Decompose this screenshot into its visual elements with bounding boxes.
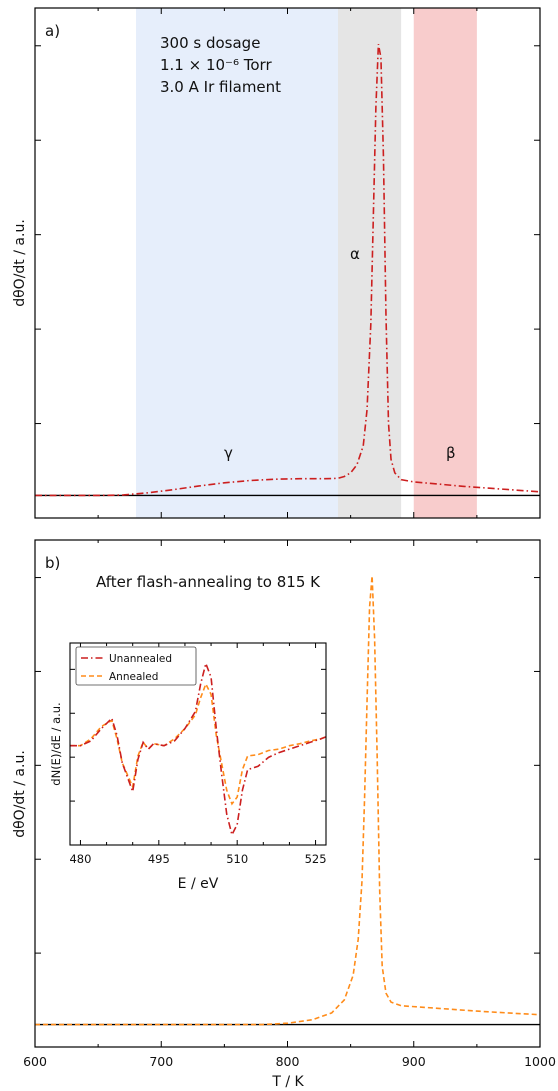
b-xtick-label: 1000: [524, 1054, 556, 1069]
b-plot-frame: [34, 539, 541, 1048]
inset-xtick-label: 495: [148, 852, 170, 866]
b-xtick-label: 800: [276, 1054, 300, 1069]
b-panel-label: b): [45, 554, 60, 572]
inset-y-ticks: [70, 668, 326, 802]
b-x-ticks: 600 700 800 900 1000: [23, 540, 556, 1069]
a-region-label-gamma: γ: [224, 444, 233, 462]
panel-a: a) 300 s dosage 1.1 × 10⁻⁶ Torr 3.0 A Ir…: [12, 7, 541, 519]
inset-plot: 480 495 510 525 Unannealed Annealed dN(E)/d…: [49, 642, 327, 892]
b-annotation-annealing: After flash-annealing to 815 K: [96, 573, 321, 591]
a-annotation-dosage: 300 s dosage: [160, 34, 260, 52]
a-y-axis-label: dθO/dt / a.u.: [12, 219, 28, 307]
inset-series-lines: [70, 660, 327, 837]
legend-label-annealed: Annealed: [109, 671, 158, 683]
a-region-1: [338, 8, 402, 518]
inset-x-ticks: 480 495 510 525: [69, 643, 327, 866]
a-region-label-alpha: α: [350, 245, 360, 263]
a-region-2: [413, 8, 477, 518]
a-panel-label: a): [45, 22, 60, 40]
inset-y-axis-label: dN(E)/dE / a.u.: [49, 702, 63, 785]
inset-legend: Unannealed Annealed: [75, 646, 197, 686]
a-series-line: [35, 43, 541, 497]
b-y-axis-label: dθO/dt / a.u.: [12, 750, 28, 838]
inset-series-0: [70, 660, 327, 837]
inset-xtick-label: 510: [226, 852, 248, 866]
b-xtick-label: 600: [23, 1054, 47, 1069]
inset-x-axis-label: E / eV: [178, 876, 219, 892]
inset-series-1: [70, 682, 327, 806]
a-highlight-regions: [136, 8, 477, 518]
a-annotation-pressure: 1.1 × 10⁻⁶ Torr: [160, 56, 272, 74]
legend-box: [75, 646, 197, 686]
b-x-axis-label: T / K: [271, 1074, 304, 1090]
a-plot-frame: [34, 7, 541, 519]
a-y-ticks: [35, 45, 540, 425]
a-region-0: [136, 8, 338, 518]
b-y-ticks: [35, 577, 540, 954]
b-xtick-label: 900: [402, 1054, 426, 1069]
panel-b: 600 700 800 900 1000 b) After flash-annealin…: [12, 539, 556, 1090]
a-annotation-filament: 3.0 A Ir filament: [160, 78, 281, 96]
a-region-label-beta: β: [446, 444, 456, 462]
b-series-line: [35, 575, 541, 1026]
inset-frame: [69, 642, 327, 846]
inset-xtick-label: 525: [305, 852, 327, 866]
inset-xtick-label: 480: [69, 852, 91, 866]
b-xtick-label: 700: [149, 1054, 173, 1069]
legend-label-unannealed: Unannealed: [109, 653, 172, 665]
